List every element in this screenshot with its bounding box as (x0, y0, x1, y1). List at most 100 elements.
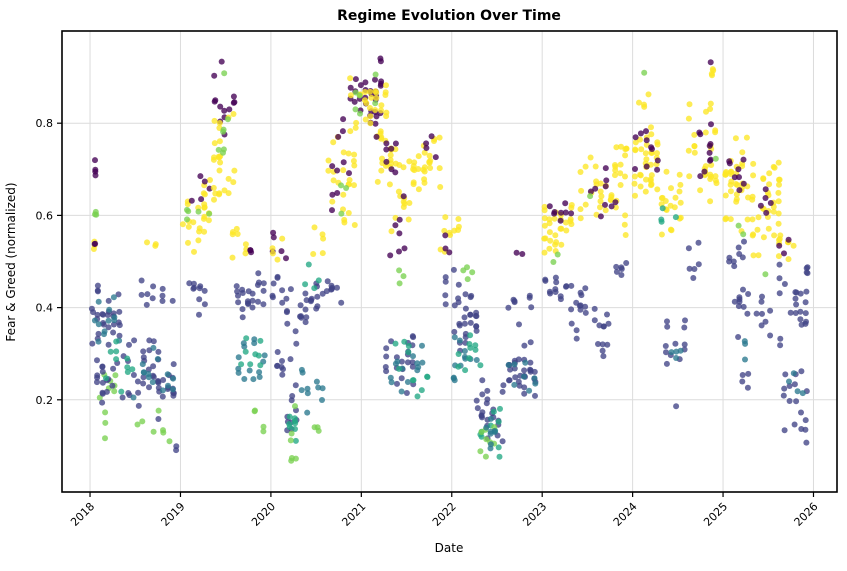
scatter-point (302, 290, 309, 297)
scatter-point (735, 166, 742, 173)
scatter-point (164, 371, 171, 378)
scatter-point (196, 225, 203, 232)
scatter-point (367, 113, 374, 120)
scatter-point (216, 138, 223, 145)
scatter-point (757, 202, 764, 209)
scatter-point (573, 327, 580, 334)
scatter-point (226, 106, 233, 113)
scatter-point (618, 264, 625, 271)
scatter-point (298, 387, 305, 394)
scatter-point (400, 193, 407, 200)
y-axis-label: Fear & Greed (normalized) (4, 182, 18, 341)
scatter-point (798, 409, 804, 416)
scatter-point (554, 251, 561, 258)
scatter-point (681, 341, 688, 348)
scatter-point (451, 334, 458, 341)
scatter-point (329, 207, 335, 214)
scatter-point (541, 203, 548, 210)
scatter-point (668, 185, 674, 192)
scatter-point (340, 149, 347, 156)
scatter-point (456, 337, 463, 344)
scatter-point (388, 166, 395, 173)
scatter-point (368, 94, 375, 101)
scatter-point (506, 377, 513, 384)
scatter-point (198, 196, 205, 203)
scatter-point (777, 335, 784, 342)
scatter-point (145, 374, 152, 381)
tick-marks (57, 122, 815, 497)
scatter-point (396, 365, 402, 372)
scatter-point (516, 321, 522, 328)
scatter-point (329, 198, 336, 205)
scatter-point (110, 321, 117, 328)
scatter-point (234, 231, 241, 237)
scatter-point (396, 267, 403, 274)
scatter-point (740, 231, 747, 238)
scatter-point (730, 258, 737, 265)
scatter-point (531, 375, 538, 382)
scatter-point (401, 245, 408, 252)
scatter-point (596, 322, 603, 329)
scatter-point (432, 154, 439, 161)
scatter-point (130, 372, 137, 378)
scatter-point (599, 347, 606, 354)
scatter-point (255, 298, 261, 305)
scatter-point (105, 297, 112, 304)
scatter-point (804, 270, 811, 277)
scatter-point (736, 174, 742, 181)
y-tick-label: 0.2 (36, 394, 54, 407)
scatter-point (744, 310, 751, 317)
scatter-point (617, 161, 624, 168)
scatter-point (622, 232, 629, 238)
scatter-point (269, 250, 276, 257)
scatter-point (602, 207, 609, 214)
scatter-point (155, 407, 162, 414)
y-tick-label: 0.6 (36, 209, 54, 222)
scatter-point (396, 230, 403, 237)
scatter-point (686, 173, 693, 180)
scatter-point (792, 310, 799, 316)
scatter-point (340, 167, 347, 174)
scatter-point (741, 238, 747, 245)
scatter-point (313, 378, 320, 385)
scatter-point (426, 152, 433, 159)
scatter-point (744, 216, 751, 223)
scatter-point (329, 191, 336, 198)
scatter-point (239, 314, 246, 321)
scatter-point (782, 371, 789, 378)
scatter-point (613, 263, 620, 270)
scatter-point (562, 219, 569, 226)
scatter-point (792, 295, 799, 302)
scatter-point (244, 298, 251, 305)
scatter-point (105, 317, 112, 324)
scatter-point (612, 163, 619, 170)
scatter-point (130, 394, 137, 401)
scatter-point (568, 210, 575, 217)
scatter-point (681, 324, 688, 331)
scatter-point (270, 229, 277, 236)
scatter-point (786, 378, 792, 385)
scatter-point (102, 409, 109, 416)
scatter-point (396, 162, 403, 168)
scatter-point (373, 133, 380, 140)
scatter-point (350, 158, 357, 164)
scatter-point (762, 318, 769, 325)
scatter-point (557, 217, 564, 224)
scatter-point (110, 329, 117, 336)
scatter-point (451, 302, 458, 309)
scatter-point (363, 100, 370, 107)
scatter-point (288, 455, 295, 461)
scatter-point (541, 222, 548, 229)
scatter-point (507, 366, 514, 373)
scatter-point (734, 182, 741, 188)
scatter-point (495, 444, 502, 451)
scatter-point (421, 149, 428, 156)
scatter-point (260, 280, 267, 287)
chart-title: Regime Evolution Over Time (337, 8, 561, 24)
scatter-point (387, 152, 394, 159)
scatter-point (521, 342, 528, 349)
scatter-point (632, 146, 639, 153)
scatter-point (758, 298, 765, 305)
scatter-point (230, 99, 237, 106)
